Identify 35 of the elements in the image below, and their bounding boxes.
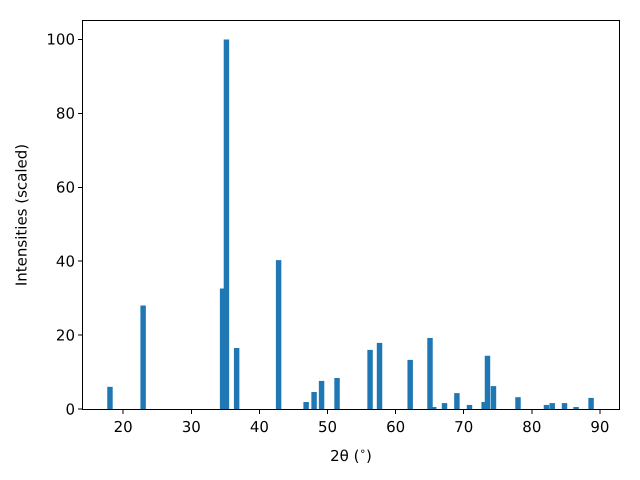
- bar: [303, 402, 309, 409]
- x-tick-label: 20: [114, 418, 133, 436]
- bar: [140, 306, 146, 409]
- y-tick-label: 60: [56, 178, 75, 197]
- bar: [466, 404, 472, 409]
- y-tick-label: 20: [56, 326, 75, 344]
- bar: [562, 403, 568, 409]
- bar: [454, 393, 460, 409]
- bar: [367, 350, 373, 409]
- bar: [515, 397, 521, 409]
- x-tick-label: 30: [182, 418, 201, 436]
- bar: [276, 260, 282, 409]
- bar: [224, 39, 230, 409]
- x-tick-label: 70: [454, 418, 474, 436]
- bar: [407, 360, 413, 409]
- bar: [107, 386, 113, 409]
- bar: [588, 398, 594, 409]
- x-tick-label: 90: [590, 418, 610, 436]
- bar: [442, 403, 448, 409]
- x-tick-label: 60: [386, 418, 406, 436]
- bar: [427, 338, 433, 409]
- y-tick-label: 100: [46, 30, 75, 49]
- x-tick-label: 40: [250, 418, 269, 436]
- bar: [311, 392, 317, 409]
- bar: [234, 348, 240, 409]
- x-tick-label: 50: [318, 418, 338, 436]
- x-axis-title: 2θ ($^{∘}$): [330, 446, 372, 465]
- y-tick-label: 40: [56, 252, 75, 270]
- y-tick-label: 0: [65, 400, 75, 418]
- y-axis-title: Intensities (scaled): [12, 144, 31, 286]
- x-tick-label: 80: [522, 418, 542, 436]
- bar: [334, 378, 340, 409]
- bar: [376, 342, 382, 409]
- y-tick-label: 80: [56, 104, 75, 123]
- bar: [318, 380, 324, 409]
